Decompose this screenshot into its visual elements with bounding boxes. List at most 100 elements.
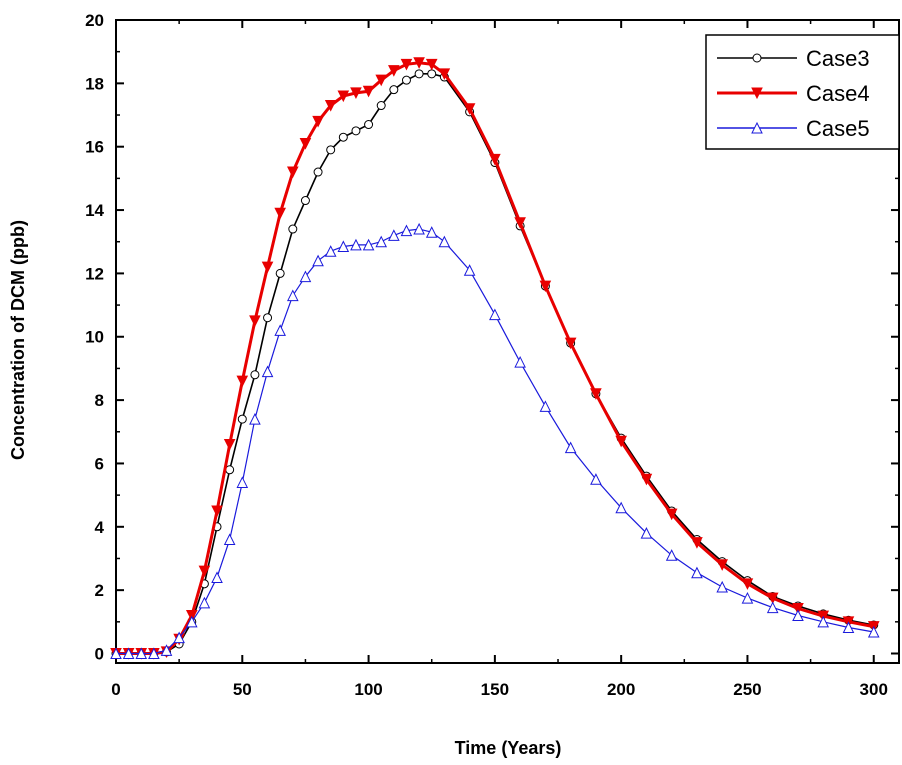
data-point [350, 87, 362, 99]
y-tick-label: 18 [85, 74, 104, 93]
data-point [263, 313, 273, 323]
data-point [590, 473, 602, 485]
data-point [615, 435, 627, 448]
data-point [237, 414, 247, 424]
data-point [400, 224, 413, 237]
data-point [489, 308, 501, 321]
series-layer [110, 57, 880, 660]
y-tick-label: 0 [95, 644, 104, 663]
data-point [842, 621, 855, 634]
y-tick-label: 2 [95, 581, 104, 600]
series-line [116, 61, 874, 655]
data-point [299, 138, 312, 150]
data-point [691, 537, 703, 549]
data-point [817, 615, 830, 628]
legend-marker [752, 53, 762, 63]
data-point [351, 126, 361, 136]
data-point [364, 120, 374, 130]
data-point [223, 533, 236, 545]
data-point [275, 268, 285, 278]
data-point [665, 549, 678, 561]
data-point [640, 473, 653, 486]
data-point [211, 505, 223, 518]
data-point [249, 315, 261, 328]
data-point [716, 559, 729, 571]
data-point [299, 270, 312, 283]
x-tick-label: 150 [481, 680, 509, 699]
data-point [413, 222, 425, 235]
data-point [236, 476, 249, 488]
legend-label: Case4 [806, 81, 870, 106]
data-point [766, 601, 779, 614]
y-tick-label: 16 [85, 138, 104, 157]
data-point [463, 264, 476, 276]
data-point [425, 226, 438, 238]
data-point [792, 609, 804, 621]
data-point [716, 580, 729, 593]
data-point [338, 132, 348, 142]
y-tick-label: 14 [85, 201, 104, 220]
x-tick-label: 250 [733, 680, 761, 699]
data-point [312, 254, 324, 267]
data-point [185, 609, 198, 622]
legend-marker [751, 121, 763, 134]
data-point [438, 235, 451, 248]
data-point [438, 68, 451, 80]
x-axis-title: Time (Years) [455, 738, 562, 758]
data-point [211, 571, 223, 583]
y-tick-label: 4 [95, 518, 105, 537]
data-point [362, 85, 375, 98]
data-point [400, 58, 413, 71]
data-point [514, 217, 526, 229]
data-point [413, 57, 425, 69]
data-point [539, 280, 552, 293]
data-point [590, 388, 602, 400]
data-point [312, 115, 324, 128]
data-point [401, 75, 411, 85]
x-tick-label: 0 [111, 680, 120, 699]
data-point [425, 58, 438, 71]
y-tick-label: 6 [95, 454, 104, 473]
data-point [414, 69, 424, 79]
data-point [665, 508, 678, 521]
data-point [236, 375, 249, 388]
data-point [324, 100, 337, 112]
data-point [388, 65, 400, 77]
data-point [463, 103, 476, 115]
data-point [198, 565, 211, 578]
plot-frame [115, 19, 900, 664]
series-1 [110, 57, 880, 660]
data-point [261, 261, 274, 274]
data-point [337, 90, 350, 103]
data-point [514, 355, 526, 368]
x-tick-label: 300 [860, 680, 888, 699]
data-point [135, 647, 148, 659]
y-axis-title: Concentration of DCM (ppb) [8, 220, 28, 460]
data-point [274, 324, 286, 336]
data-point [110, 647, 122, 659]
data-point [148, 647, 160, 659]
data-point [427, 69, 437, 79]
data-point [122, 647, 135, 659]
data-point [741, 578, 754, 590]
x-tick-label: 50 [233, 680, 252, 699]
data-point [313, 167, 323, 177]
data-point [766, 592, 779, 605]
data-point [160, 644, 173, 656]
legend-label: Case5 [806, 116, 870, 141]
data-point [173, 631, 185, 644]
data-point [375, 235, 388, 248]
data-point [564, 337, 577, 350]
data-point [691, 566, 703, 579]
data-point [198, 596, 211, 609]
series-2 [110, 222, 880, 659]
data-point [250, 370, 260, 380]
data-point [286, 166, 299, 179]
data-point [539, 400, 552, 412]
y-tick-label: 8 [95, 391, 104, 410]
legend-label: Case3 [806, 46, 870, 71]
y-tick-label: 12 [85, 264, 104, 283]
data-point [337, 240, 350, 252]
legend-marker [751, 87, 763, 100]
